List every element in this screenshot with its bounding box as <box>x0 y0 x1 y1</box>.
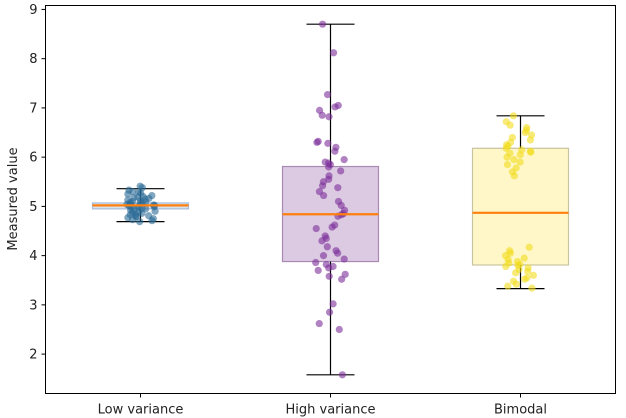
data-point <box>318 20 327 28</box>
data-point <box>318 111 326 119</box>
data-point <box>502 144 510 152</box>
data-point <box>337 167 345 175</box>
y-tick-label: 4 <box>29 249 37 264</box>
data-point <box>331 103 339 111</box>
data-point <box>325 264 333 272</box>
data-point <box>521 128 529 137</box>
data-point <box>325 113 333 121</box>
y-tick-label: 6 <box>29 151 37 166</box>
data-point <box>315 319 323 328</box>
data-point <box>506 121 514 129</box>
data-point <box>340 255 348 263</box>
data-point <box>319 182 327 190</box>
data-point <box>334 184 342 192</box>
y-tick-label: 8 <box>29 52 37 67</box>
data-point <box>148 217 156 225</box>
data-point <box>512 269 520 277</box>
data-point <box>312 258 320 267</box>
data-point <box>503 160 512 169</box>
data-point <box>527 148 535 156</box>
y-tick-label: 3 <box>29 298 37 313</box>
data-point <box>325 308 334 316</box>
y-tick-label: 2 <box>29 348 37 363</box>
box-iqr <box>471 147 570 266</box>
data-point <box>124 190 132 198</box>
y-axis-label: Measured value <box>6 147 21 250</box>
data-point <box>338 371 346 379</box>
data-point <box>325 272 333 280</box>
x-tick-label: Bimodal <box>494 403 547 418</box>
data-point <box>510 156 518 164</box>
data-point <box>524 267 532 275</box>
data-point <box>334 249 342 257</box>
data-point <box>319 252 328 260</box>
box-group-bimodal <box>471 112 570 292</box>
data-point <box>504 282 512 290</box>
data-point <box>136 218 144 226</box>
data-point <box>520 254 528 262</box>
x-tick-label: Low variance <box>98 403 184 418</box>
data-point <box>510 172 518 180</box>
box-group-low-variance <box>91 182 190 226</box>
data-point <box>516 158 524 166</box>
data-point <box>331 147 339 155</box>
y-tick-label: 7 <box>29 101 37 116</box>
data-point <box>325 163 333 171</box>
data-point <box>338 275 346 283</box>
box-group-high-variance <box>281 20 380 379</box>
data-point <box>313 138 321 146</box>
y-tick-label: 5 <box>29 200 37 215</box>
data-point <box>323 91 332 99</box>
data-point <box>526 136 535 144</box>
data-point <box>329 49 338 57</box>
data-point <box>318 237 326 245</box>
data-point <box>324 139 332 147</box>
data-point <box>129 216 137 224</box>
data-point <box>512 280 520 288</box>
data-point <box>340 156 348 164</box>
data-point <box>328 223 336 231</box>
data-point <box>502 262 510 271</box>
data-point <box>516 151 524 159</box>
data-point <box>312 224 320 233</box>
data-point <box>151 207 159 215</box>
data-point <box>323 243 331 251</box>
y-tick-label: 9 <box>29 3 37 18</box>
chart-marks <box>91 20 570 379</box>
data-point <box>320 191 328 200</box>
data-point <box>528 284 536 292</box>
y-axis: 2 3 4 5 6 7 8 9 <box>29 3 46 363</box>
x-tick-label: High variance <box>286 403 376 418</box>
data-point <box>521 275 529 283</box>
x-axis: Low variance High variance Bimodal <box>98 393 547 418</box>
data-point <box>509 112 518 120</box>
data-point <box>329 300 337 308</box>
data-point <box>503 153 511 161</box>
data-point <box>138 209 146 217</box>
data-point <box>335 325 343 334</box>
data-point <box>525 243 533 251</box>
data-point <box>529 271 538 279</box>
data-point <box>314 266 322 275</box>
